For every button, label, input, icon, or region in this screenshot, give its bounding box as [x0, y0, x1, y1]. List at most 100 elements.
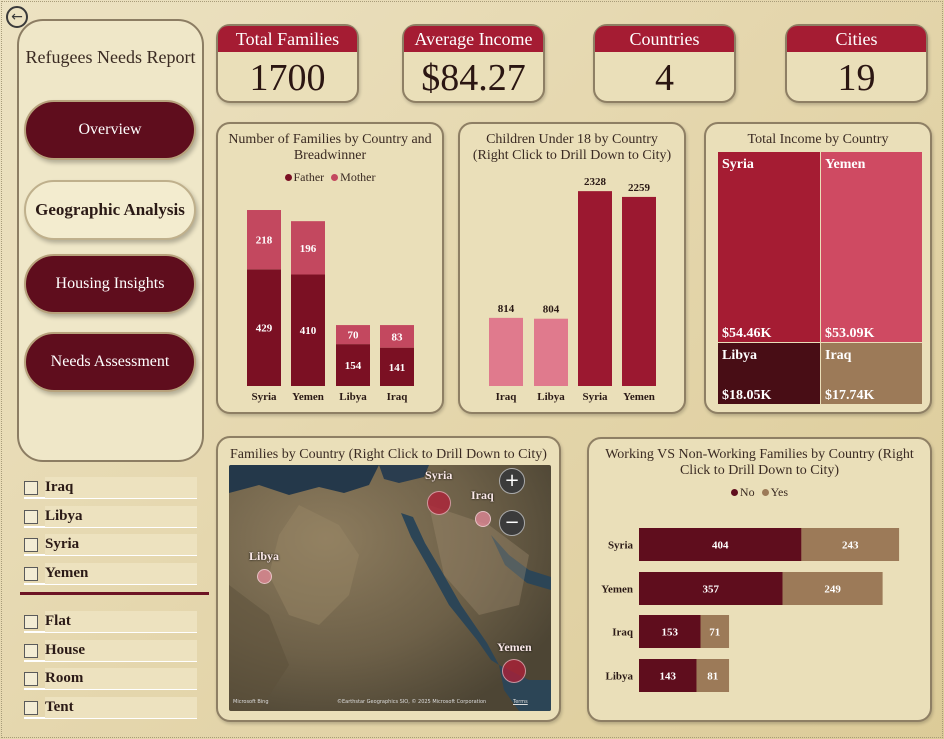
bar-father-yemen: [291, 274, 325, 386]
x-tick-label: Syria: [251, 391, 277, 403]
kpi-label: Average Income: [404, 26, 543, 52]
bar-yes-iraq: [700, 615, 730, 648]
slicer-country-yemen[interactable]: Yemen: [24, 563, 197, 585]
data-label-father: 410: [300, 325, 317, 337]
data-label-mother: 83: [392, 331, 404, 343]
slicer-housing-house[interactable]: House: [24, 640, 197, 662]
data-label-yes: 249: [824, 584, 841, 596]
chart-legend: Father Mother: [218, 170, 442, 185]
kpi-label: Countries: [595, 26, 734, 52]
bar-yes-libya: [696, 659, 730, 692]
families-stacked-chart: 429 218 Syria 410 196 Yemen 154 70 Libya 141 83 Ira…: [247, 210, 414, 403]
checkbox[interactable]: [24, 509, 38, 524]
treemap-value: $17.74K: [825, 388, 875, 403]
slicer-country-syria[interactable]: Syria: [24, 534, 197, 556]
map-label-iraq: Iraq: [471, 488, 494, 502]
kpi-label: Total Families: [218, 26, 357, 52]
y-tick-label: Iraq: [612, 627, 634, 639]
y-tick-label: Libya: [605, 671, 633, 683]
bing-logo: Microsoft Bing: [233, 699, 269, 705]
checkbox[interactable]: [24, 537, 38, 552]
nav-needs-assessment-button[interactable]: Needs Assessment: [24, 332, 196, 392]
legend-dot: [331, 174, 339, 181]
slicer-divider: [20, 592, 209, 595]
legend-yes: Yes: [770, 485, 789, 499]
data-label-no: 153: [662, 627, 679, 639]
legend-father: Father: [293, 170, 325, 184]
map-label-libya: Libya: [249, 549, 280, 563]
checkbox[interactable]: [24, 700, 38, 715]
x-tick-label: Yemen: [623, 391, 655, 403]
slicer-housing-tent[interactable]: Tent: [24, 697, 197, 719]
bar-no-libya: [639, 659, 697, 692]
kpi-total-families: Total Families 1700: [216, 24, 359, 103]
y-tick-label: Syria: [608, 540, 634, 552]
data-label-father: 154: [345, 360, 362, 372]
data-label-father: 141: [389, 362, 406, 374]
bar-iraq: [489, 317, 523, 386]
back-arrow-icon[interactable]: ←: [6, 6, 28, 28]
data-label-no: 357: [703, 584, 720, 596]
checkbox[interactable]: [24, 614, 38, 629]
treemap-label: Yemen: [825, 157, 866, 172]
data-label-yes: 243: [842, 540, 859, 552]
x-tick-label: Yemen: [292, 391, 324, 403]
slicer-housing-room[interactable]: Room: [24, 668, 197, 690]
data-label-mother: 218: [256, 235, 273, 247]
checkbox[interactable]: [24, 671, 38, 686]
map-label-syria: Syria: [425, 468, 453, 482]
map-label-yemen: Yemen: [497, 640, 532, 654]
kpi-value: 1700: [249, 57, 326, 99]
x-tick-label: Iraq: [496, 391, 518, 403]
treemap-tile-iraq: [821, 343, 922, 404]
bar-no-iraq: [639, 615, 701, 648]
satellite-background: [229, 465, 551, 711]
map-view[interactable]: Syria Iraq Libya Yemen + − Microsoft Bin…: [229, 465, 551, 711]
slicer-country-iraq[interactable]: Iraq: [24, 477, 197, 499]
nav-panel: Refugees Needs Report: [17, 19, 204, 462]
treemap-tile-libya: [718, 343, 820, 404]
checkbox[interactable]: [24, 480, 38, 495]
treemap-value: $53.09K: [825, 326, 875, 341]
bar-father-syria: [247, 269, 281, 386]
slicer-housing-flat[interactable]: Flat: [24, 611, 197, 633]
kpi-label: Cities: [787, 26, 926, 52]
y-tick-label: Yemen: [601, 584, 633, 596]
map-bubble-iraq[interactable]: [475, 511, 491, 527]
map-bubble-libya[interactable]: [257, 569, 272, 584]
bar-mother-syria: [247, 210, 281, 270]
map-bubble-syria[interactable]: [427, 491, 451, 515]
nav-overview-button[interactable]: Overview: [24, 100, 196, 160]
checkbox[interactable]: [24, 566, 38, 581]
treemap-value: $54.46K: [722, 326, 772, 341]
checkbox[interactable]: [24, 643, 38, 658]
families-map-card: Families by Country (Right Click to Dril…: [216, 436, 561, 722]
treemap-value: $18.05K: [722, 388, 772, 403]
bar-libya: [534, 318, 568, 386]
treemap-tile-syria: [718, 152, 820, 342]
bar-mother-libya: [336, 325, 370, 345]
nav-geographic-analysis-button[interactable]: Geographic Analysis: [24, 180, 196, 240]
map-bubble-yemen[interactable]: [502, 659, 526, 683]
zoom-in-button[interactable]: +: [499, 468, 525, 494]
map-attribution: ©Earthstar Geographics SIO, © 2025 Micro…: [337, 699, 487, 705]
bar-yemen: [622, 196, 656, 386]
data-label-yes: 81: [707, 671, 718, 683]
kpi-value: 4: [655, 57, 674, 99]
zoom-out-button[interactable]: −: [499, 510, 525, 536]
data-label-no: 143: [659, 671, 676, 683]
bar-no-yemen: [639, 572, 783, 605]
nav-housing-insights-button[interactable]: Housing Insights: [24, 254, 196, 314]
working-families-card: Working VS Non-Working Families by Count…: [587, 437, 932, 722]
map-terms-link[interactable]: Terms: [513, 699, 528, 705]
families-by-breadwinner-card: Number of Families by Country and Breadw…: [216, 122, 444, 414]
bar-no-syria: [639, 528, 802, 561]
bar-mother-yemen: [291, 221, 325, 275]
total-income-card: Total Income by Country Syria $54.46K Yeme…: [704, 122, 932, 414]
slicer-country-libya[interactable]: Libya: [24, 506, 197, 528]
bar-syria: [578, 191, 612, 386]
chart-title: Children Under 18 by Country (Right Clic…: [472, 132, 672, 163]
treemap-label: Iraq: [825, 348, 852, 363]
data-label: 2259: [628, 182, 651, 194]
bar-mother-iraq: [380, 325, 414, 348]
